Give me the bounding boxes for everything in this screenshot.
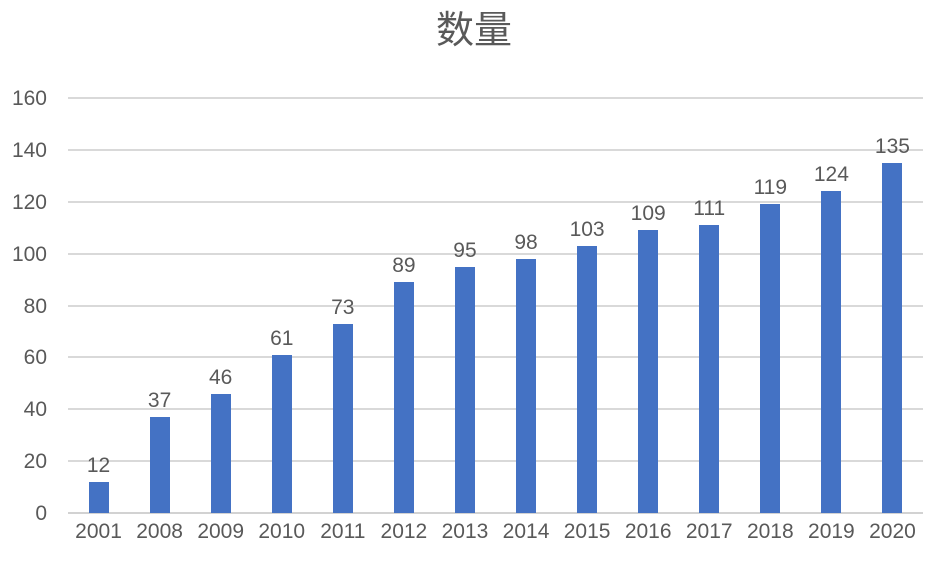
y-axis-tick-label: 160 bbox=[11, 87, 47, 110]
x-axis-category-label: 2020 bbox=[869, 520, 916, 543]
x-axis-category-label: 2017 bbox=[685, 520, 733, 543]
bar-data-label: 98 bbox=[514, 230, 538, 254]
bar bbox=[516, 258, 537, 513]
x-axis-category-label: 2001 bbox=[75, 520, 122, 543]
bar bbox=[210, 393, 231, 513]
y-axis-tick-label: 40 bbox=[23, 398, 47, 422]
x-axis-category-label: 2012 bbox=[380, 520, 428, 543]
x-axis-category-label: 2019 bbox=[808, 520, 855, 543]
bar-data-label: 124 bbox=[813, 163, 849, 187]
bar bbox=[760, 204, 781, 513]
x-axis-category-label: 2009 bbox=[197, 520, 245, 543]
x-axis-category-label: 2011 bbox=[320, 520, 366, 543]
bar bbox=[393, 282, 414, 513]
bar bbox=[454, 266, 475, 513]
bar bbox=[88, 481, 109, 513]
x-axis-category-label: 2016 bbox=[624, 520, 672, 543]
bar-data-label: 46 bbox=[208, 365, 233, 389]
x-axis-category-label: 2008 bbox=[136, 520, 183, 543]
bar-data-label: 95 bbox=[453, 238, 477, 262]
gridline bbox=[68, 408, 923, 411]
chart-title: 数量 bbox=[435, 10, 512, 52]
gridline bbox=[68, 200, 923, 203]
bar-data-label: 89 bbox=[392, 254, 416, 278]
bar bbox=[271, 354, 292, 513]
bar bbox=[577, 245, 598, 513]
x-axis-category-label: 2013 bbox=[441, 520, 489, 543]
bar-data-label: 135 bbox=[874, 134, 910, 158]
bar bbox=[699, 225, 720, 513]
y-axis-tick-label: 20 bbox=[23, 450, 47, 474]
bar bbox=[149, 417, 170, 513]
x-axis-category-label: 2018 bbox=[746, 520, 794, 543]
y-axis-tick-label: 0 bbox=[35, 502, 47, 525]
bar-data-label: 73 bbox=[331, 295, 355, 319]
gridline bbox=[68, 304, 923, 307]
x-axis-category-label: 2015 bbox=[563, 520, 611, 543]
gridline bbox=[68, 512, 923, 514]
bar-data-label: 109 bbox=[630, 202, 666, 226]
y-axis-tick-label: 60 bbox=[23, 346, 47, 370]
bar-data-label: 111 bbox=[693, 197, 726, 221]
y-axis-tick-label: 140 bbox=[11, 138, 47, 162]
x-axis-category-label: 2014 bbox=[502, 520, 550, 543]
gridline bbox=[68, 148, 923, 151]
bar-data-label: 103 bbox=[569, 217, 605, 241]
x-axis-category-label: 2010 bbox=[258, 520, 306, 543]
bar-data-label: 119 bbox=[753, 176, 788, 200]
bar bbox=[332, 323, 353, 513]
gridline bbox=[68, 356, 923, 359]
y-axis-tick-label: 120 bbox=[11, 190, 47, 214]
gridline bbox=[68, 460, 923, 463]
gridline bbox=[68, 252, 923, 255]
bar-data-label: 61 bbox=[270, 326, 294, 350]
bar bbox=[882, 162, 903, 513]
bar-data-label: 37 bbox=[147, 389, 172, 413]
gridline bbox=[68, 97, 923, 99]
y-axis-tick-label: 100 bbox=[11, 242, 47, 266]
bar bbox=[821, 191, 842, 513]
bar bbox=[638, 230, 659, 513]
y-axis-tick-label: 80 bbox=[23, 294, 47, 318]
bar-data-label: 12 bbox=[86, 453, 111, 477]
